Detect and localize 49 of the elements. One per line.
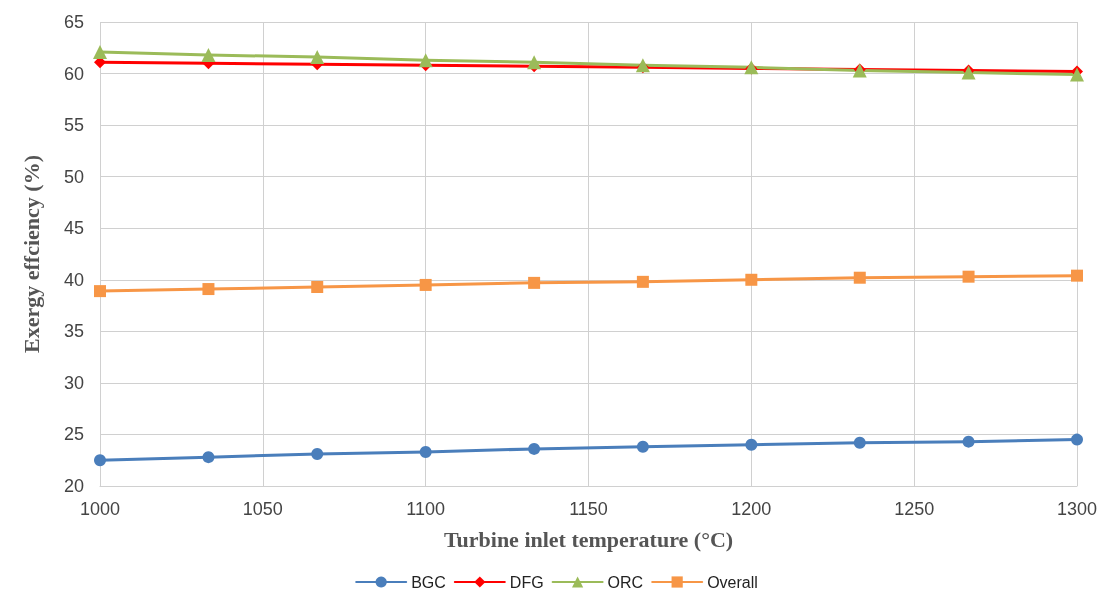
point xyxy=(1071,269,1083,282)
point xyxy=(528,442,541,455)
point xyxy=(419,278,432,291)
point xyxy=(94,454,106,467)
point xyxy=(419,445,432,458)
y-axis-title: Exergy effciency (%) xyxy=(18,155,44,353)
point xyxy=(962,270,975,283)
point xyxy=(745,273,758,286)
point xyxy=(94,285,106,298)
point xyxy=(636,440,649,453)
point xyxy=(853,271,866,284)
point xyxy=(93,44,107,59)
x-tick-label: 1200 xyxy=(731,499,772,519)
point xyxy=(202,283,215,296)
y-tick-label: 55 xyxy=(63,115,84,136)
y-tick-label: 25 xyxy=(63,424,84,445)
y-tick-label: 60 xyxy=(63,63,84,84)
x-axis-title: Turbine inlet temperature (°C) xyxy=(443,526,734,552)
point xyxy=(418,53,433,68)
y-tick-label: 30 xyxy=(63,372,84,393)
x-tick-label: 1250 xyxy=(894,499,935,519)
x-tick-label: 1050 xyxy=(242,499,283,519)
point xyxy=(1070,67,1084,82)
point xyxy=(527,55,542,70)
y-tick-label: 20 xyxy=(63,476,84,496)
point xyxy=(201,48,216,62)
point xyxy=(962,435,975,448)
point xyxy=(1071,433,1083,446)
point xyxy=(202,451,215,464)
point xyxy=(745,438,758,451)
x-tick-label: 1100 xyxy=(406,499,446,519)
legend-label: ORC xyxy=(607,573,644,591)
point xyxy=(310,50,325,65)
x-tick-label: 1150 xyxy=(569,499,608,519)
legend-label: DFG xyxy=(509,573,544,591)
y-tick-label: 65 xyxy=(63,12,84,32)
legend-label: Overall xyxy=(707,573,758,591)
x-tick-label: 1000 xyxy=(79,499,121,519)
point xyxy=(311,281,324,293)
y-tick-label: 35 xyxy=(63,321,84,342)
point xyxy=(528,276,541,289)
legend-label: BGC xyxy=(411,573,446,591)
point xyxy=(636,275,649,288)
y-tick-label: 45 xyxy=(63,218,84,239)
x-tick-label: 1300 xyxy=(1056,499,1098,519)
point xyxy=(311,448,324,461)
y-tick-label: 50 xyxy=(63,166,84,187)
y-tick-label: 40 xyxy=(63,269,84,290)
point xyxy=(853,436,866,449)
